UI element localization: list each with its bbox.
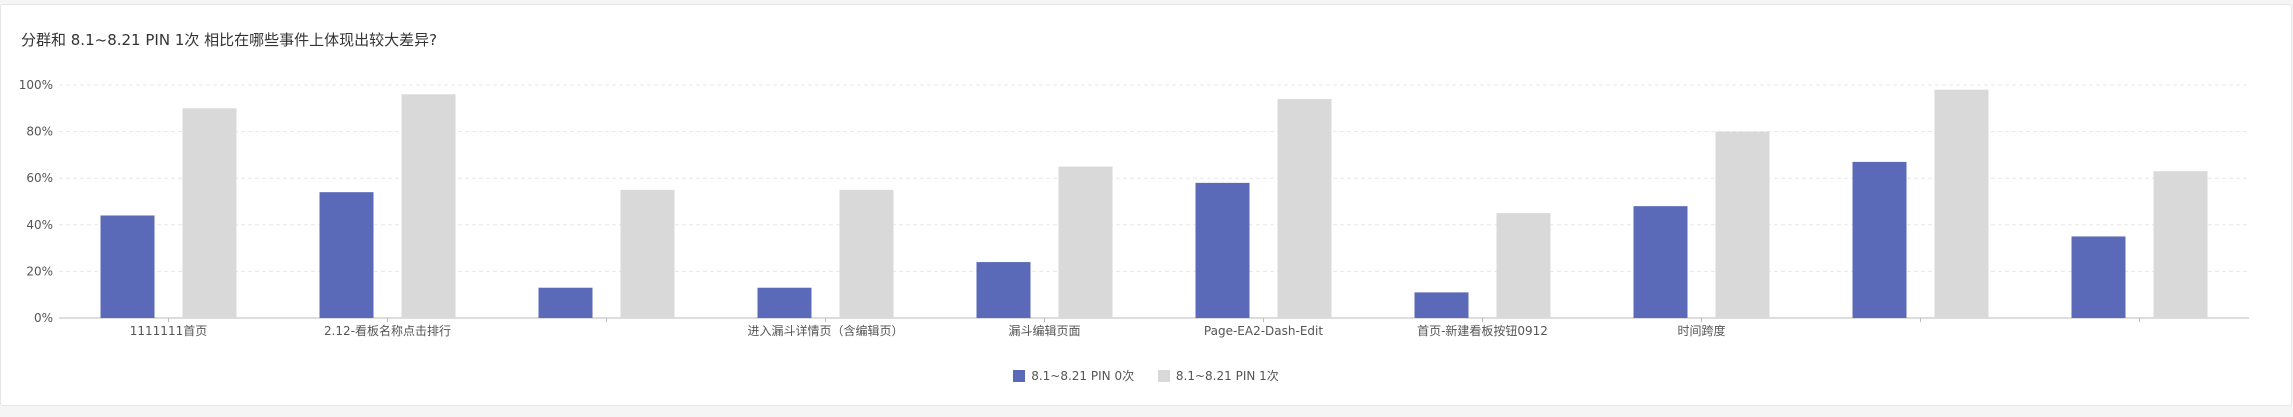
- chart-card: 分群和 8.1~8.21 PIN 1次 相比在哪些事件上体现出较大差异? 0% 2…: [0, 4, 2292, 406]
- legend-label-series-1: 8.1~8.21 PIN 1次: [1175, 369, 1279, 383]
- bar-series-1: [1934, 89, 1989, 318]
- y-tick-label: 20%: [26, 264, 53, 278]
- legend-item-series-0[interactable]: 8.1~8.21 PIN 0次: [1013, 367, 1134, 384]
- x-category-label: Page-EA2-Dash-Edit: [1204, 324, 1323, 338]
- bar-series-1: [1496, 213, 1551, 318]
- bar-series-1: [1715, 131, 1770, 318]
- x-category-label: 进入漏斗详情页（含编辑页）: [747, 323, 903, 338]
- bar-series-0: [1195, 182, 1250, 318]
- x-category-label: 时间跨度: [1677, 323, 1725, 338]
- bar-series-1: [182, 108, 237, 318]
- bar-series-0: [1852, 161, 1907, 318]
- bar-series-0: [319, 192, 374, 318]
- x-category-label: 1111111首页: [130, 324, 207, 338]
- bar-series-1: [839, 189, 894, 318]
- bar-series-1: [1277, 98, 1332, 318]
- bar-series-1: [620, 189, 675, 318]
- x-category-label: 2.12-看板名称点击排行: [324, 323, 451, 338]
- x-category-label: 漏斗编辑页面: [1008, 323, 1080, 338]
- bar-series-1: [2153, 171, 2208, 318]
- legend-label-series-0: 8.1~8.21 PIN 0次: [1031, 369, 1135, 383]
- y-tick-label: 60%: [26, 171, 53, 185]
- y-tick-label: 80%: [26, 125, 53, 139]
- y-tick-label: 100%: [19, 78, 53, 92]
- chart-legend: 8.1~8.21 PIN 0次 8.1~8.21 PIN 1次: [1, 367, 2291, 385]
- bar-series-0: [538, 287, 593, 318]
- bar-series-0: [1633, 206, 1688, 318]
- y-tick-label: 0%: [34, 311, 53, 325]
- bar-series-0: [757, 287, 812, 318]
- bar-series-0: [976, 262, 1031, 318]
- bar-series-1: [1058, 166, 1113, 318]
- bar-series-0: [100, 215, 155, 318]
- bar-series-0: [2071, 236, 2126, 318]
- legend-swatch-series-0: [1013, 369, 1026, 382]
- bar-series-1: [401, 94, 456, 318]
- x-category-label: 首页-新建看板按钮0912: [1417, 323, 1548, 338]
- y-tick-label: 40%: [26, 218, 53, 232]
- chart-title: 分群和 8.1~8.21 PIN 1次 相比在哪些事件上体现出较大差异?: [21, 31, 438, 49]
- bar-chart: 0% 20% 40% 60% 80% 100% 1111111首页 2.12-看板名称点击排行…: [19, 78, 2249, 338]
- legend-item-series-1[interactable]: 8.1~8.21 PIN 1次: [1157, 367, 1279, 384]
- legend-swatch-series-1: [1157, 369, 1170, 382]
- bar-series-0: [1414, 292, 1469, 318]
